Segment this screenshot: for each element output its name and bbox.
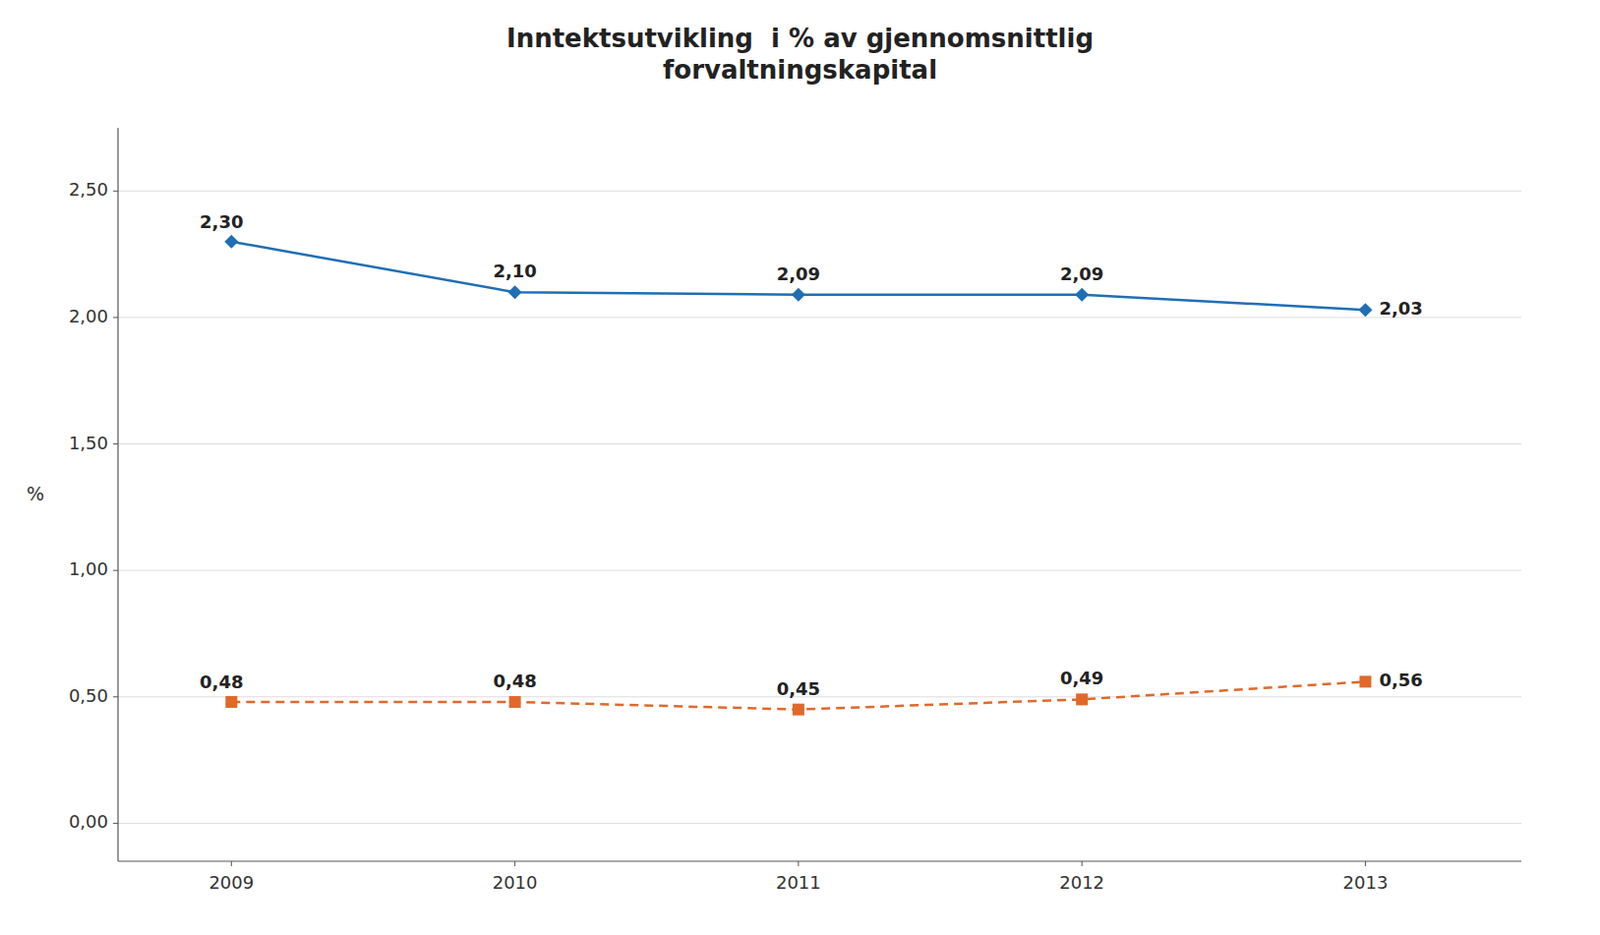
marker: [508, 285, 523, 299]
data-labels: 2,30 2,10 2,09 2,09 2,03 0,48 0,48 0,45 0,49 0,56: [199, 211, 1423, 700]
marks: [224, 235, 1372, 716]
data-label: 0,48: [199, 671, 243, 693]
title-line: forvaltningskapital: [662, 55, 938, 85]
y-tick: [113, 443, 119, 445]
x-tick: [1081, 861, 1083, 867]
x-tick-label: 2011: [775, 872, 822, 893]
chart: Inntektsutvikling i % av gjennomsnittlig…: [0, 0, 1600, 935]
y-tick: [113, 570, 119, 572]
grid: [118, 190, 1522, 824]
marker: [1074, 288, 1089, 302]
x-tick: [231, 861, 233, 867]
y-tick-label: 0,50: [68, 685, 109, 707]
data-label: 0,56: [1378, 669, 1423, 691]
y-tick-label: 1,50: [68, 432, 109, 454]
marker: [1358, 302, 1372, 317]
y-tick: [113, 696, 119, 698]
data-label: 2,09: [1060, 263, 1104, 285]
data-label: 0,45: [776, 678, 821, 700]
x-tick-label: 2010: [492, 872, 538, 893]
data-label: 2,30: [199, 211, 243, 233]
y-tick-label: 0,00: [68, 811, 109, 832]
marker: [1359, 675, 1371, 688]
marker: [509, 696, 522, 709]
marker: [225, 696, 238, 709]
series-line: [231, 241, 1365, 310]
title: Inntektsutvikling i % av gjennomsnittlig…: [506, 23, 1094, 85]
x-axis-line: [118, 860, 1522, 862]
marker: [792, 704, 805, 716]
y-tick: [113, 316, 119, 318]
x-tick-label: 2013: [1343, 872, 1389, 893]
marker: [1075, 693, 1088, 706]
y-tick-label: 1,00: [68, 558, 109, 580]
data-label: 2,03: [1378, 297, 1423, 319]
grid-line: [118, 823, 1522, 825]
y-axis-label: %: [26, 482, 45, 505]
grid-line: [118, 190, 1522, 192]
data-label: 0,48: [492, 670, 536, 692]
x-tick-label: 2012: [1059, 872, 1105, 893]
marker: [791, 288, 806, 302]
grid-line: [118, 316, 1522, 318]
y-tick: [113, 823, 119, 825]
grid-line: [118, 570, 1522, 572]
y-tick: [113, 190, 119, 192]
x-tick: [1364, 861, 1366, 867]
title-line: Inntektsutvikling i % av gjennomsnittlig: [506, 23, 1094, 54]
y-axis-line: [117, 127, 119, 862]
x-tick: [797, 861, 799, 867]
x-tick: [514, 861, 516, 867]
data-label: 0,49: [1060, 667, 1104, 689]
x-tick-label: 2009: [208, 872, 254, 893]
y-tick-label: 2,00: [68, 305, 109, 327]
y-tick-label: 2,50: [68, 178, 109, 200]
data-label: 2,10: [492, 260, 536, 282]
grid-line: [118, 443, 1522, 445]
data-label: 2,09: [776, 263, 821, 285]
marker: [224, 235, 238, 249]
